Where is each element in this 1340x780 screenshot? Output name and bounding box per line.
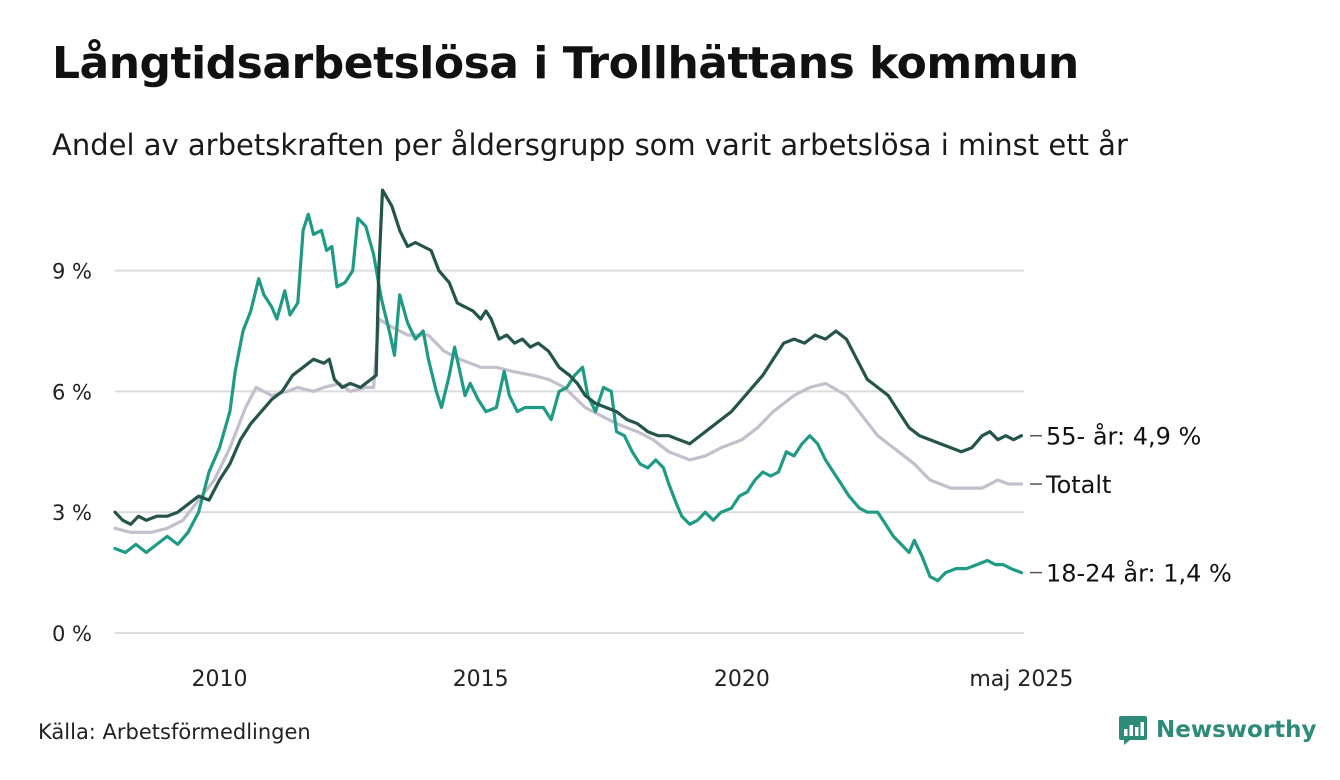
x-tick-label: maj 2025 <box>969 667 1073 692</box>
y-axis: 0 % 3 % 6 % 9 % <box>52 260 92 646</box>
y-tick-label: 0 % <box>52 622 92 646</box>
y-tick-label: 6 % <box>52 380 92 404</box>
x-tick-label: 2015 <box>453 667 509 692</box>
brand-logo: Newsworthy <box>1118 714 1317 746</box>
y-tick-label: 9 % <box>52 260 92 284</box>
series-line-2 <box>113 188 1023 526</box>
x-tick-label: 2010 <box>191 667 247 692</box>
series-line-0 <box>113 317 1023 534</box>
line-chart: 0 % 3 % 6 % 9 % 2010 2015 2020 maj 2025 Totalt… <box>52 188 1232 692</box>
newsworthy-logo-icon <box>1119 716 1147 745</box>
source-note: Källa: Arbetsförmedlingen <box>38 720 311 744</box>
series-line-1 <box>113 212 1023 583</box>
series-label: 18-24 år: 1,4 % <box>1046 559 1232 588</box>
series-lines <box>113 188 1023 583</box>
chart-subtitle: Andel av arbetskraften per åldersgrupp s… <box>52 128 1128 162</box>
series-labels: Totalt 18-24 år: 1,4 % 55- år: 4,9 % <box>1030 422 1232 588</box>
y-tick-label: 3 % <box>52 501 92 525</box>
chart-title: Långtidsarbetslösa i Trollhättans kommun <box>52 38 1079 89</box>
x-tick-label: 2020 <box>714 667 770 692</box>
series-label: Totalt <box>1045 471 1111 499</box>
x-axis: 2010 2015 2020 maj 2025 <box>191 667 1073 692</box>
brand-name: Newsworthy <box>1156 717 1317 743</box>
gridlines <box>115 269 1024 634</box>
series-label: 55- år: 4,9 % <box>1046 422 1201 451</box>
